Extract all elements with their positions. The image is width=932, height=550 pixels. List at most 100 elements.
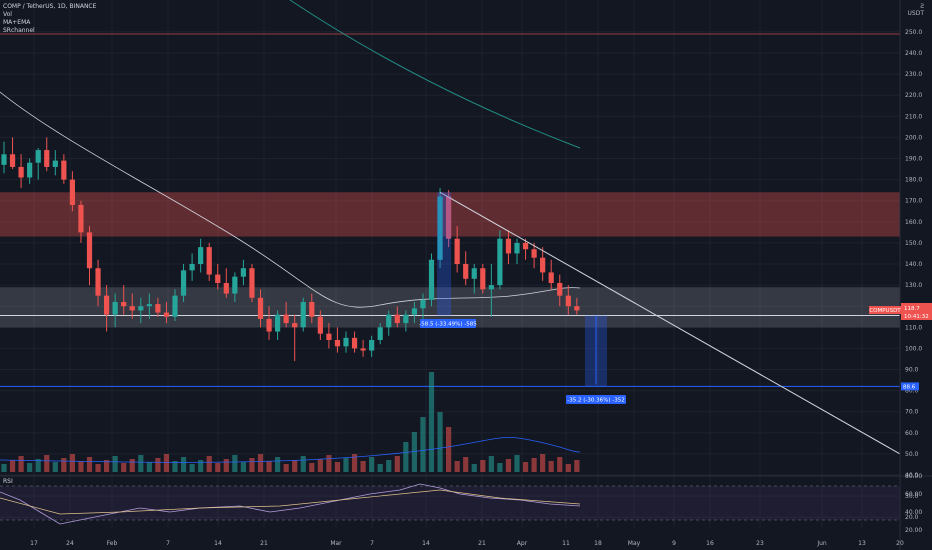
candle-body xyxy=(138,306,144,311)
time-tick-label: 14 xyxy=(422,540,430,547)
moving-averages xyxy=(0,0,581,463)
candle-body xyxy=(121,301,127,307)
rsi-tick-label: 80.00 xyxy=(905,473,922,480)
candle-body xyxy=(548,272,554,284)
volume-bar xyxy=(9,460,16,472)
indicator-vol[interactable]: Vol xyxy=(3,11,12,18)
volume-bar xyxy=(454,461,460,472)
rsi-tick-label: 20.00 xyxy=(905,527,922,534)
candle-body xyxy=(35,150,41,163)
time-tick-label: 7 xyxy=(370,540,374,547)
measure-2-label: -35.2 (-30.36%) -352 xyxy=(567,398,624,404)
volume-bar xyxy=(198,460,204,472)
candle-body xyxy=(411,308,417,315)
volume-bar xyxy=(172,461,178,472)
volume-bar xyxy=(309,463,315,472)
volume-bar xyxy=(189,464,195,472)
measure-1-label: -58.5 (-33.49%) -585 xyxy=(419,322,477,328)
measure-1-box xyxy=(437,192,452,316)
indicator-ma-ema[interactable]: MA+EMA xyxy=(3,19,31,26)
candle-body xyxy=(505,238,512,254)
candle-body xyxy=(565,295,571,307)
volume-bar xyxy=(394,456,400,472)
price-tick-label: 220.0 xyxy=(905,92,922,99)
candle-body xyxy=(317,316,323,334)
price-tick-label: 50.0 xyxy=(905,451,919,458)
candle-body xyxy=(522,242,529,250)
time-tick-label: May xyxy=(628,540,641,547)
candle-body xyxy=(488,285,494,290)
volume-bar xyxy=(52,462,58,472)
candle-body xyxy=(275,314,281,332)
volume-bar xyxy=(446,427,452,472)
candle-body xyxy=(386,314,392,328)
volume-bar xyxy=(428,372,435,472)
indicator-srchannel[interactable]: SRchannel xyxy=(3,27,35,34)
volume-bar xyxy=(360,461,366,472)
candle-body xyxy=(454,238,460,265)
volume-bar xyxy=(206,456,212,472)
price-tick-label: 130.0 xyxy=(905,282,922,289)
price-tick-label: 180.0 xyxy=(905,177,922,184)
time-tick-label: 7 xyxy=(166,540,170,547)
volume-bar xyxy=(146,462,152,472)
price-tick-label: 40.0 xyxy=(905,472,919,479)
candle-body xyxy=(198,247,204,265)
candle-body xyxy=(257,297,264,319)
candle-body xyxy=(86,232,93,269)
volume-bar xyxy=(1,464,7,472)
volume-bar xyxy=(471,464,477,472)
volume-bar xyxy=(18,456,24,472)
volume-bar xyxy=(351,454,358,472)
rsi-tick-label: 60.00 xyxy=(905,491,922,498)
price-tick-label: 90.0 xyxy=(905,367,919,374)
time-tick-label: 13 xyxy=(858,540,866,547)
price-tick-label: 30.0 xyxy=(905,493,919,500)
candle-body xyxy=(44,150,50,167)
price-tick-label: 20.0 xyxy=(905,514,919,521)
candle-body xyxy=(394,314,400,324)
candle-body xyxy=(497,238,503,286)
drawings: -58.5 (-33.49%) -585 -35.2 (-30.36%) -352 xyxy=(419,191,901,455)
rsi-line xyxy=(0,483,581,525)
indicator-rsi[interactable]: RSI xyxy=(3,478,13,485)
volume-bar xyxy=(343,458,349,472)
candle-body xyxy=(78,204,84,233)
volume-bar xyxy=(121,463,127,472)
candle-body xyxy=(215,274,221,284)
target-price-badge xyxy=(901,382,919,391)
candle-body xyxy=(52,160,58,167)
price-tick-label: 240.0 xyxy=(905,50,922,57)
volume-bar xyxy=(104,460,110,472)
price-tick-label: 80.0 xyxy=(905,388,919,395)
candle-body xyxy=(463,264,469,279)
volume-bar xyxy=(565,464,571,472)
candle-body xyxy=(428,259,435,300)
candle-body xyxy=(377,327,383,340)
time-tick-label: 21 xyxy=(478,540,486,547)
candle-body xyxy=(18,166,24,178)
symbol-title[interactable]: COMP / TetherUS, 1D, BINANCE xyxy=(3,3,97,10)
time-tick-label: 21 xyxy=(260,540,268,547)
volume-bar xyxy=(275,457,281,472)
candle-body xyxy=(172,295,178,317)
price-tick-label: 170.0 xyxy=(905,198,922,205)
volume-bar xyxy=(480,460,486,472)
time-tick-label: Apr xyxy=(517,540,528,547)
candle-body xyxy=(557,283,563,296)
volume-bar xyxy=(35,459,41,472)
candle-body xyxy=(300,301,306,328)
time-tick-label: 17 xyxy=(30,540,38,547)
volume-bar xyxy=(522,462,529,472)
candle-body xyxy=(240,268,246,277)
rsi-ma xyxy=(0,489,581,515)
volume-bar xyxy=(334,462,341,472)
grid xyxy=(0,0,901,528)
candle-body xyxy=(471,268,477,279)
time-tick-label: Feb xyxy=(107,540,118,547)
axes: 250.0 240.0 230.0 220.0 210.0 200.0 190.0 180.0… xyxy=(30,0,932,550)
ma-fast xyxy=(0,91,581,308)
time-tick-label: Mar xyxy=(330,540,342,547)
volume-bar xyxy=(69,454,75,472)
